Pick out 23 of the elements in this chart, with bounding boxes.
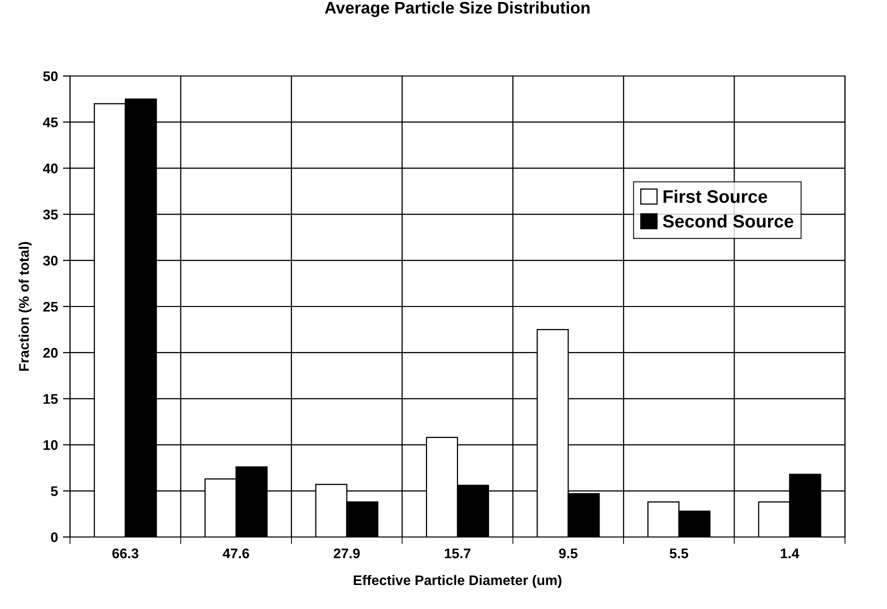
x-tick-label: 27.9 [334, 548, 360, 558]
y-tick-label: 0 [51, 532, 58, 542]
x-tick-label: 15.7 [444, 548, 470, 558]
x-tick-label: 47.6 [222, 548, 250, 558]
y-tick-label: 15 [44, 394, 58, 404]
y-tick-label: 50 [43, 71, 58, 82]
y-tick-label: 25 [43, 302, 58, 312]
y-tick-label: 45 [42, 118, 58, 128]
chart-title: Average Particle Size Distribution [324, 1, 590, 18]
y-tick-label: 30 [43, 256, 58, 266]
y-tick-label: 40 [42, 164, 58, 174]
legend-label: Second Source [662, 214, 794, 228]
x-tick-label: 66.3 [112, 548, 138, 558]
x-tick-label: 1.4 [780, 548, 800, 558]
y-tick-label: 5 [50, 486, 58, 496]
y-tick-label: 10 [44, 440, 58, 450]
y-tick-label: 20 [43, 348, 58, 358]
y-tick-label: 35 [43, 210, 58, 220]
x-tick-label: 5.5 [670, 548, 688, 558]
legend-label: First Source [664, 190, 768, 203]
x-axis-title: Effective Particle Diameter (um) [354, 574, 562, 588]
x-tick-label: 9.5 [559, 548, 578, 558]
y-axis-title: Fraction (% of total) [18, 242, 32, 371]
